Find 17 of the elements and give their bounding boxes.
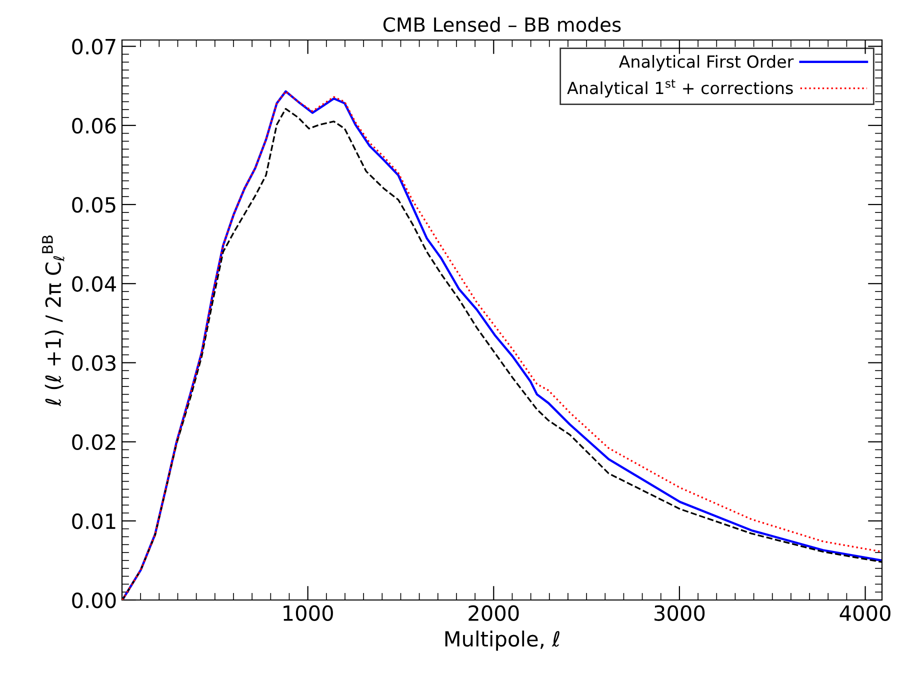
x-axis-title: Multipole, ℓ [445,630,560,651]
y-tick-label: 0.01 [72,513,116,530]
y-axis-title: ℓ (ℓ +1) / 2π C$_{ℓ}$$^{BB}$ [42,236,64,406]
legend-label: Analytical First Order [618,55,794,72]
y-tick-label: 0.00 [72,592,116,608]
y-tick-label: 0.04 [72,276,116,292]
y-tick-label: 0.03 [72,355,116,371]
y-tick-label: 0.02 [72,434,116,450]
y-tick-label: 0.07 [72,38,116,55]
x-tick-label: 1000 [284,605,333,621]
y-tick-label: 0.05 [72,196,116,213]
legend-label: Analytical 1$^{st}$ + corrections [567,79,793,98]
x-tick-label: 4000 [840,605,890,621]
y-tick-label: 0.06 [72,118,116,134]
chart-title: CMB Lensed – BB modes [383,16,621,32]
x-tick-label: 3000 [654,605,705,621]
x-tick-label: 2000 [468,605,519,621]
